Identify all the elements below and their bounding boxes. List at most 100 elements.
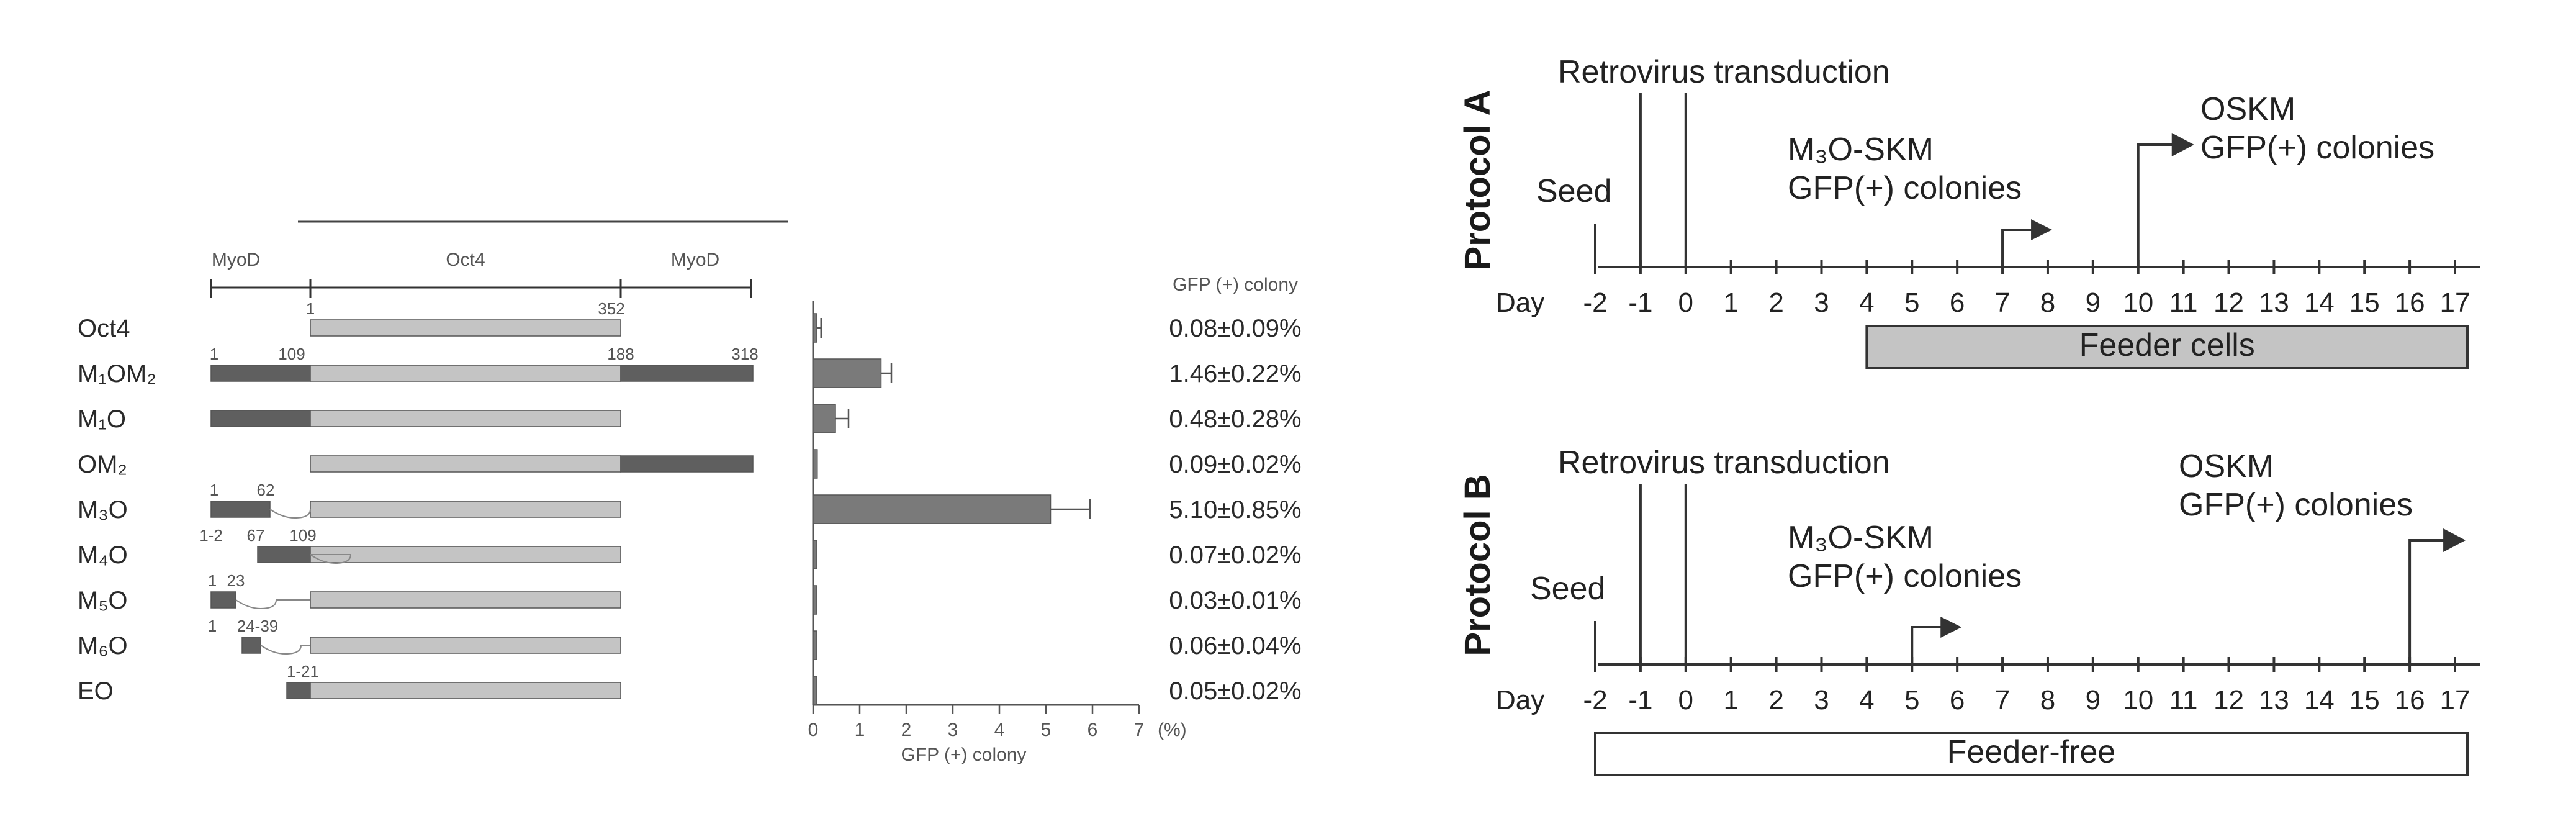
- residue-number: 109: [289, 526, 316, 545]
- gfp-value-text: 0.05±0.02%: [1169, 678, 1301, 705]
- x-tick-label: 0: [808, 720, 819, 740]
- transduction-label: Retrovirus transduction: [1558, 445, 1890, 481]
- day-tick-label: 7: [1995, 685, 2010, 715]
- bar: [813, 495, 1051, 524]
- day-tick-label: 8: [2040, 288, 2055, 318]
- oct4-domain-segment: [310, 365, 621, 381]
- gfp-value-text: 5.10±0.85%: [1169, 496, 1301, 524]
- day-tick-label: 15: [2349, 685, 2380, 715]
- header-oct4: Oct4: [446, 250, 485, 270]
- seed-label: Seed: [1530, 571, 1605, 607]
- day-tick-label: 5: [1904, 685, 1919, 715]
- residue-number: 1: [208, 617, 217, 635]
- myod-domain-segment: [242, 637, 261, 653]
- bar: [813, 404, 835, 433]
- construct-name: M₆O: [78, 632, 128, 660]
- oct4-domain-segment: [310, 320, 621, 336]
- culture-condition-label: Feeder cells: [2079, 327, 2255, 363]
- construct-row: M₅O1230.03±0.01%: [78, 571, 1302, 614]
- protocol-label: Protocol A: [1457, 89, 1498, 270]
- day-tick-label: 9: [2086, 288, 2101, 318]
- construct-name: M₁OM₂: [78, 360, 156, 388]
- gfp-value-text: 0.48±0.28%: [1169, 406, 1301, 433]
- oct4-domain-segment: [310, 501, 621, 517]
- bar: [813, 631, 817, 660]
- oct4-domain-segment: [310, 410, 621, 427]
- myod-domain-segment: [258, 546, 310, 563]
- oct4-domain-segment: [310, 637, 621, 653]
- myod-domain-segment: [211, 410, 310, 427]
- construct-row: Oct4 1 352 0.08±0.09%: [78, 299, 1302, 342]
- myod-domain-segment: [287, 682, 310, 699]
- day-tick-label: 9: [2086, 685, 2101, 715]
- arrow-head: [2172, 133, 2194, 156]
- construct-row: M₄O1-2671090.07±0.02%: [78, 526, 1302, 569]
- x-tick-label: 4: [994, 720, 1005, 740]
- construct-name: EO: [78, 678, 114, 705]
- day-tick-label: 4: [1859, 685, 1874, 715]
- gfp-value-text: 0.06±0.04%: [1169, 632, 1301, 660]
- gfp-value-text: 0.09±0.02%: [1169, 451, 1301, 478]
- domain-bracket: [211, 279, 751, 298]
- culture-condition-label: Feeder-free: [1947, 734, 2116, 770]
- x-tick-label: 1: [855, 720, 865, 740]
- oskm-label-line2: GFP(+) colonies: [2179, 487, 2413, 523]
- day-tick-label: 0: [1678, 685, 1693, 715]
- construct-row: M₁O 0.48±0.28%: [78, 406, 1302, 433]
- residue-number: 1: [306, 299, 315, 318]
- day-tick-label: -2: [1583, 288, 1607, 318]
- bar: [813, 676, 817, 705]
- day-tick-label: 16: [2395, 288, 2425, 318]
- oct4-domain-segment: [310, 682, 621, 699]
- bar: [813, 450, 817, 478]
- day-tick-label: 6: [1950, 685, 1965, 715]
- myod-domain-segment: [211, 365, 310, 381]
- arrow-head: [1940, 617, 1961, 638]
- oskm-arrow: [2410, 540, 2447, 664]
- day-tick-label: 13: [2259, 685, 2289, 715]
- myod-domain-segment: [621, 456, 753, 472]
- day-tick-label: 17: [2440, 288, 2470, 318]
- oct4-domain-segment: [310, 592, 621, 608]
- day-tick-label: 4: [1859, 288, 1874, 318]
- m3o-label-line2: GFP(+) colonies: [1788, 170, 2022, 206]
- gfp-value-text: 0.08±0.09%: [1169, 315, 1301, 342]
- gfp-value-text: 0.07±0.02%: [1169, 542, 1301, 569]
- seed-label: Seed: [1536, 173, 1611, 209]
- day-label: Day: [1496, 288, 1544, 318]
- residue-number: 352: [598, 299, 624, 318]
- x-unit-label: (%): [1158, 720, 1187, 740]
- day-label: Day: [1496, 685, 1544, 715]
- day-tick-label: 3: [1814, 288, 1829, 318]
- day-tick-label: 1: [1723, 685, 1738, 715]
- day-tick-label: 0: [1678, 288, 1693, 318]
- construct-row: OM₂0.09±0.02%: [78, 451, 1302, 478]
- day-tick-label: 17: [2440, 685, 2470, 715]
- construct-name: M₁O: [78, 406, 126, 433]
- transduction-label: Retrovirus transduction: [1558, 54, 1890, 90]
- myod-domain-segment: [211, 592, 236, 608]
- m3o-label-line1: M₃O-SKM: [1788, 132, 1934, 168]
- oct4-domain-segment: [310, 456, 621, 472]
- arrow-head: [2443, 528, 2466, 552]
- day-tick-label: 11: [2169, 685, 2198, 715]
- day-tick-label: -1: [1628, 685, 1652, 715]
- day-tick-label: 13: [2259, 288, 2289, 318]
- deletion-connector: [236, 600, 310, 609]
- myod-domain-segment: [621, 365, 753, 381]
- day-tick-label: 11: [2169, 288, 2198, 318]
- x-tick-label: 2: [901, 720, 912, 740]
- residue-number: 23: [227, 571, 245, 590]
- bar: [813, 586, 817, 614]
- day-tick-label: 15: [2349, 288, 2380, 318]
- oskm-label-line1: OSKM: [2179, 448, 2274, 484]
- protocol-a-timeline: Protocol A-2-101234567891011121314151617…: [1457, 54, 2480, 368]
- myod-domain-segment: [211, 501, 270, 517]
- bar: [813, 540, 817, 569]
- construct-name: Oct4: [78, 315, 130, 342]
- deletion-connector: [261, 645, 310, 654]
- bar: [813, 359, 881, 388]
- day-tick-label: 6: [1950, 288, 1965, 318]
